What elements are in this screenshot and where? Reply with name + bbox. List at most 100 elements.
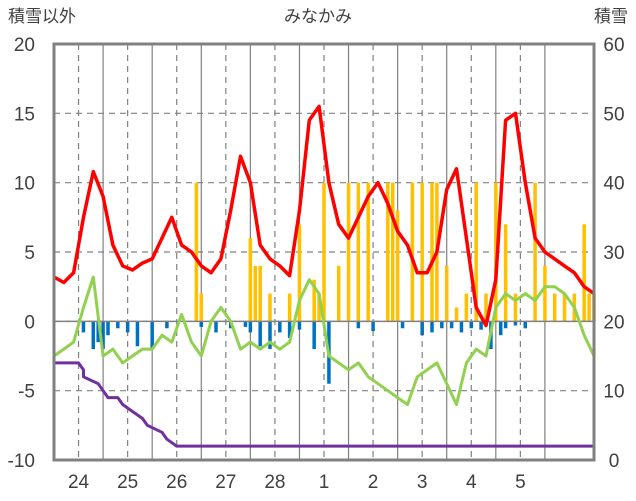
snow_decrease-bar: [248, 321, 253, 333]
right-tick-label: 30: [603, 243, 624, 264]
snowfall-bar: [322, 182, 326, 322]
snowfall-bar: [533, 182, 537, 322]
snowfall-bar: [474, 182, 478, 322]
snowfall-bar: [248, 238, 253, 322]
snow_decrease-bar: [449, 321, 454, 329]
snow_decrease-bar: [278, 321, 282, 333]
snowfall-bar: [587, 293, 591, 322]
dewpoint-line: [53, 275, 596, 406]
snowfall-bar: [258, 265, 262, 322]
snowfall-bar: [390, 182, 395, 322]
snow_decrease-bar: [523, 321, 528, 329]
snowfall-bar: [253, 265, 258, 322]
snowfall-bar: [484, 293, 488, 322]
x-tick-label: 1: [319, 472, 330, 493]
line-series: [53, 104, 596, 448]
right-tick-label: 10: [603, 382, 624, 403]
snowfall-bar: [543, 265, 547, 322]
right-axis-label: 積雪: [594, 7, 628, 26]
x-tick-labels: 24 25 26 27 28 1 2 3 4 5: [68, 472, 526, 493]
snowfall-bar: [366, 182, 370, 322]
snow_decrease-bar: [440, 321, 444, 329]
x-tick-label: 4: [466, 472, 477, 493]
snow_decrease-bar: [498, 321, 503, 336]
snowfall-bar: [336, 265, 341, 322]
snowfall-bar: [287, 293, 292, 322]
snow_decrease-bar: [96, 321, 100, 343]
snow_decrease-bar: [125, 321, 130, 333]
snowfall-bar: [346, 182, 351, 322]
chart-title: みなかみ: [284, 7, 352, 26]
snow_decrease-bar: [214, 321, 218, 333]
left-tick-label: 20: [14, 35, 35, 56]
snowfall-bar: [194, 182, 199, 322]
snow_decrease-bar: [312, 321, 316, 350]
snowfall-bar: [317, 293, 321, 322]
snow_decrease-bar: [469, 321, 474, 329]
snowfall-bar: [420, 182, 424, 322]
snowfall-bar: [582, 224, 586, 322]
snow_decrease-bar: [356, 321, 361, 329]
x-tick-label: 28: [264, 472, 285, 493]
plot-frame: [52, 42, 596, 462]
x-tick-label: 5: [515, 472, 526, 493]
snowfall-bar: [503, 224, 508, 322]
snowfall-bar: [444, 265, 449, 322]
left-axis-label: 積雪以外: [8, 7, 76, 26]
left-tick-label: 5: [24, 243, 35, 264]
left-tick-label: -10: [8, 451, 35, 472]
snow_decrease-bar: [81, 321, 86, 333]
snowfall-bar: [297, 224, 302, 322]
x-tick-label: 24: [68, 472, 90, 493]
snowfall-bar: [199, 293, 204, 322]
snowfall-bar: [513, 293, 518, 322]
snow_decrease-bar: [459, 321, 464, 333]
left-tick-label: 0: [24, 312, 35, 333]
snow_decrease-bar: [150, 321, 154, 350]
snowfall-bar: [454, 307, 459, 322]
snowfall-bar: [386, 182, 390, 322]
right-tick-label: 50: [603, 104, 624, 125]
snow_decrease-bar: [503, 321, 508, 329]
x-tick-label: 3: [417, 472, 428, 493]
x-tick-label: 25: [117, 472, 138, 493]
snow_decrease-bar: [101, 321, 105, 350]
snowfall-bar: [464, 293, 469, 322]
left-tick-label: 10: [14, 174, 35, 195]
right-tick-label: 20: [603, 312, 624, 333]
temperature-line: [53, 104, 596, 328]
snowfall-bar: [312, 279, 316, 322]
right-tick-label: 40: [603, 174, 624, 195]
snow_decrease-bar: [420, 321, 424, 336]
right-tick-labels: 60 50 40 30 20 10 0: [603, 35, 624, 472]
right-tick-label: 0: [609, 451, 620, 472]
snow_decrease-bar: [430, 321, 434, 333]
snow_decrease-bar: [287, 321, 292, 338]
snowfall-bar: [410, 182, 415, 322]
snow_decrease-bar: [243, 321, 248, 327]
snowfall-bar: [268, 293, 272, 322]
x-tick-label: 26: [166, 472, 187, 493]
snow_decrease-bar: [116, 321, 120, 329]
left-tick-labels: 20 15 10 5 0 -5 -10: [8, 35, 35, 472]
x-tick-label: 27: [215, 472, 236, 493]
snow_decrease-bar: [199, 321, 204, 327]
snow_decrease-bar: [258, 321, 262, 347]
snow_decrease-bar: [297, 321, 302, 330]
snow_decrease-bar: [371, 321, 375, 332]
x-tick-label: 2: [368, 472, 379, 493]
right-tick-label: 60: [603, 35, 624, 56]
snow_decrease-bar: [400, 321, 405, 329]
snow_decrease-bar: [91, 321, 96, 350]
snowfall-bar: [395, 210, 400, 322]
snow_decrease-bar: [268, 321, 272, 350]
snow_decrease-bar: [165, 321, 169, 329]
snowfall-bar: [552, 293, 557, 322]
snow_decrease-bar: [135, 321, 140, 347]
snow_depth-line: [54, 361, 594, 448]
snow_decrease-bar: [106, 321, 110, 336]
left-tick-label: 15: [14, 104, 35, 125]
snow_decrease-bar: [513, 321, 518, 326]
snowfall-bar: [430, 182, 434, 322]
